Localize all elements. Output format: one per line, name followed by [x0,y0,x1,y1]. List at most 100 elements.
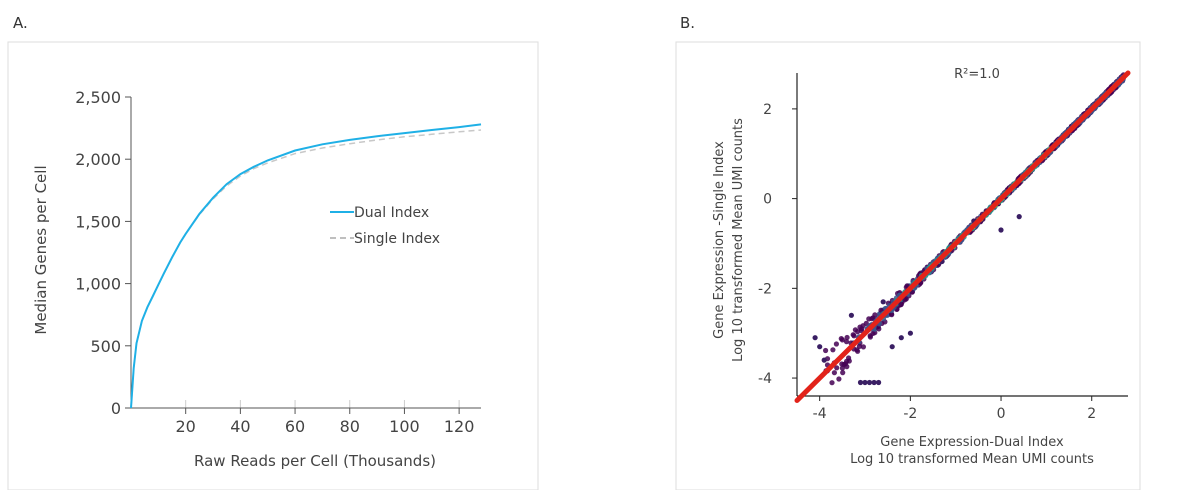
chart-b-scatter-point [1067,126,1073,132]
chart-b-scatter-point [944,251,950,257]
chart-b-scatter-point [1021,173,1027,179]
chart-b-scatter-point [1117,79,1123,85]
chart-b-scatter-point [1101,91,1107,98]
chart-b-scatter-point [1112,81,1118,88]
chart-b-scatter-point [1012,181,1019,187]
chart-b-scatter-point [1068,124,1075,130]
chart-b-scatter-point [1001,192,1007,198]
chart-b-scatter-point [1062,131,1068,137]
chart-b-scatter-point [1055,137,1061,144]
chart-b-scatter-point [1021,171,1027,177]
chart-b-scatter-point [1016,178,1023,184]
chart-b-scatter-point [1105,93,1111,99]
chart-b-scatter-point [915,282,922,288]
chart-b-scatter-point [930,259,936,266]
chart-b-scatter-point [1041,151,1047,157]
chart-a-x-axis-label: Raw Reads per Cell (Thousands) [194,452,436,470]
chart-b-scatter-point [1054,142,1060,148]
chart-b-scatter-point [1086,108,1093,114]
chart-b-scatter-point [1117,80,1123,86]
chart-b-scatter-point [966,224,972,230]
chart-b-scatter-point [1111,82,1117,88]
chart-b-scatter-point [1064,131,1070,137]
chart-b-scatter-point [1074,121,1080,127]
chart-b-scatter-point [1000,195,1006,201]
chart-b-scatter-point [1053,140,1059,146]
chart-b-scatter-point [1067,128,1073,134]
chart-b-scatter-point [1052,142,1059,148]
chart-b-scatter-point [1116,81,1122,87]
chart-b-scatter-point [1064,130,1070,137]
chart-b-scatter-point [987,205,993,212]
chart-b-scatter-point [1099,97,1105,103]
chart-b-scatter-point [1119,74,1125,81]
chart-b-scatter-point [994,200,1000,206]
chart-b-scatter-point [972,220,979,226]
chart-b-scatter-point [834,365,840,371]
chart-b-scatter-point [1070,125,1076,131]
chart-b-scatter-point [1060,133,1066,139]
chart-b-scatter-point [906,293,912,299]
chart-b-scatter-point [930,259,937,265]
chart-b-scatter-outlier [821,357,827,363]
chart-b-x-tick-label: 2 [1087,406,1096,422]
chart-b-scatter-point [1021,175,1027,182]
chart-b-scatter-point [1000,192,1006,198]
chart-b-scatter-point [1086,111,1092,117]
chart-b-scatter-point [910,287,916,293]
chart-b-scatter-point [1056,139,1062,145]
chart-b-scatter-point [998,198,1004,204]
chart-b-scatter-point [1112,82,1118,88]
chart-b-scatter-point [1088,106,1094,112]
chart-b-scatter-point [1003,189,1009,195]
chart-b-scatter-point [1042,152,1048,158]
chart-b-scatter-point [1109,89,1115,95]
chart-b-scatter-point [1093,104,1099,110]
chart-b-scatter-point [875,323,881,330]
chart-b-scatter-point [1059,137,1066,143]
chart-b-scatter-point [924,265,930,271]
chart-b-scatter-point [1102,92,1108,98]
chart-b-scatter-point [1079,116,1085,122]
chart-b-scatter-point [1040,153,1046,159]
chart-b-scatter-point [950,245,956,251]
chart-b-scatter-point [1043,148,1049,154]
chart-b-scatter-point [946,244,953,250]
chart-b-scatter-point [1070,123,1076,129]
chart-b-scatter-point [1087,107,1093,113]
chart-b-scatter-point [846,355,852,361]
chart-b-scatter-point [1087,105,1093,111]
chart-b-scatter-point [999,195,1005,201]
chart-b-scatter-point [1017,174,1024,180]
chart-b-scatter-point [944,253,950,259]
chart-b-scatter-point [1084,112,1090,118]
chart-b-scatter-point [1037,155,1043,161]
chart-b-scatter-point [989,204,995,210]
chart-b-scatter-point [1050,143,1056,149]
chart-b-scatter-point [1072,123,1078,129]
chart-b-scatter-point [1098,99,1104,105]
chart-b-scatter-point [1107,86,1113,92]
chart-b-scatter-point [1118,75,1124,81]
chart-b-scatter-point [911,284,917,290]
chart-b-scatter-point [944,252,950,258]
chart-b-scatter-point [975,218,981,225]
chart-a-series-line-single-index [130,129,482,409]
chart-b-scatter-point [1106,88,1112,94]
chart-b-scatter-point [1040,157,1046,163]
chart-b-scatter-point [1057,137,1063,143]
chart-b-scatter-point [1016,179,1022,185]
chart-b-scatter-point [931,267,937,273]
chart-b-scatter-point [1065,130,1071,136]
chart-b-scatter-point [926,269,932,275]
chart-b-scatter-point [1062,130,1068,136]
chart-b-scatter-point [988,207,994,213]
chart-b-scatter-point [1024,172,1031,178]
chart-b-scatter-point [1105,89,1111,95]
chart-b-scatter-point [824,356,831,362]
chart-b-scatter-point [1024,170,1030,176]
chart-b-scatter-point [898,300,904,306]
chart-b-scatter-point [893,295,900,301]
chart-b-scatter-point [942,254,948,260]
chart-b-scatter-point [1117,77,1123,83]
